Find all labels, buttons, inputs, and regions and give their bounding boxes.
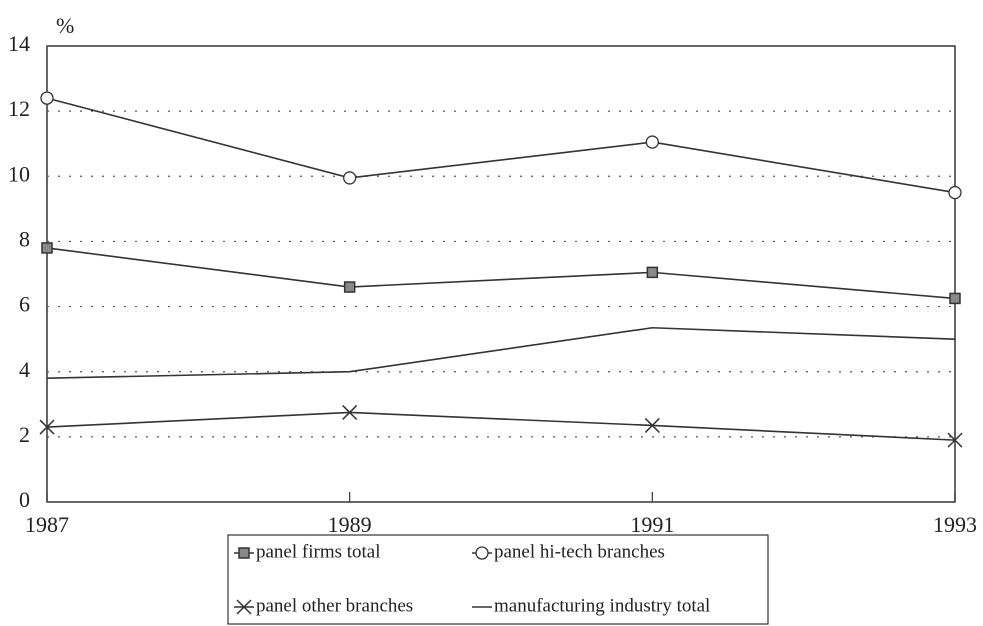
y-tick-label: 2 xyxy=(19,422,30,447)
plot-frame xyxy=(46,45,956,503)
legend-label: panel hi-tech branches xyxy=(494,541,665,562)
legend-label: manufacturing industry total xyxy=(494,595,710,616)
marker xyxy=(949,292,961,305)
marker xyxy=(644,417,660,433)
x-tick-label: 1991 xyxy=(630,512,674,537)
y-tick-label: 12 xyxy=(8,96,30,121)
marker xyxy=(947,432,963,448)
x-tick-label: 1989 xyxy=(328,512,372,537)
series-line xyxy=(46,97,956,194)
y-axis-label: % xyxy=(56,13,74,38)
y-tick-label: 0 xyxy=(19,487,30,512)
series-line xyxy=(46,411,956,441)
legend-box xyxy=(227,534,769,625)
legend-label: panel firms total xyxy=(256,541,381,562)
legend-marker xyxy=(236,599,252,615)
y-tick-label: 6 xyxy=(19,292,30,317)
marker xyxy=(948,185,962,200)
marker xyxy=(342,404,358,420)
marker xyxy=(645,135,659,149)
marker xyxy=(343,281,356,293)
y-tick-label: 4 xyxy=(19,357,30,382)
marker xyxy=(39,419,55,435)
y-tick-label: 14 xyxy=(8,31,30,56)
marker xyxy=(343,171,357,185)
legend-marker xyxy=(238,547,250,559)
x-tick-label: 1993 xyxy=(933,512,977,537)
series-line xyxy=(46,247,956,300)
y-tick-label: 10 xyxy=(8,161,30,186)
series-line xyxy=(46,326,956,380)
marker xyxy=(41,242,53,254)
marker xyxy=(40,91,54,105)
legend-marker xyxy=(475,546,489,560)
x-tick-label: 1987 xyxy=(25,512,69,537)
y-tick-label: 8 xyxy=(19,226,30,251)
legend-label: panel other branches xyxy=(256,595,413,616)
marker xyxy=(646,266,659,279)
